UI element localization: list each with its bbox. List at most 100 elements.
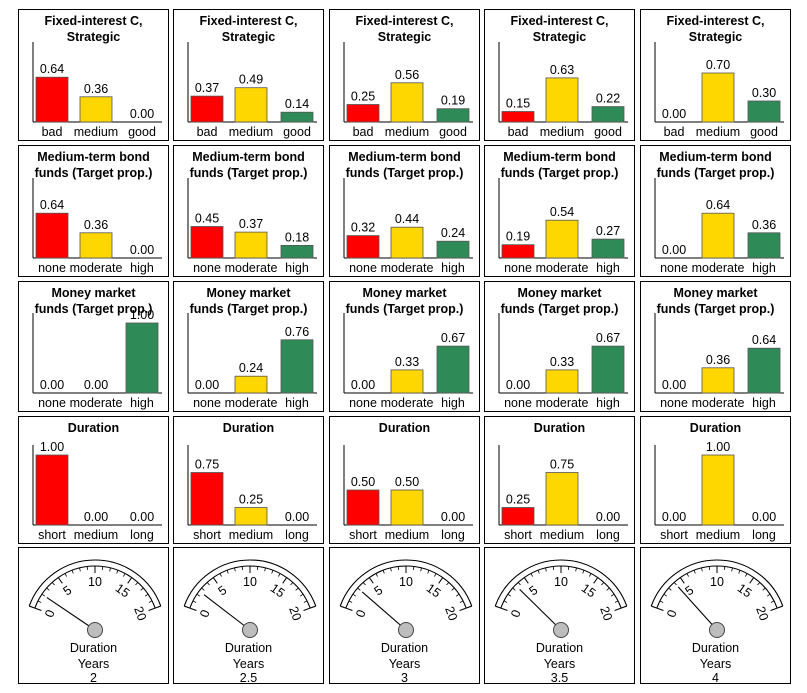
data-label: 0.70 bbox=[706, 58, 730, 72]
category-label: long bbox=[285, 528, 309, 542]
gauge-major-tick bbox=[148, 607, 156, 611]
category-label: none bbox=[193, 396, 221, 410]
gauge-minor-tick bbox=[693, 570, 696, 574]
gauge-major-tick bbox=[303, 607, 311, 611]
gauge-outer-arc bbox=[183, 559, 317, 607]
bar-chart-svg: 0.00 none 0.24 moderate 0.76 high bbox=[187, 313, 317, 410]
gauge-needle bbox=[519, 588, 562, 631]
gauge-major-tick bbox=[656, 607, 664, 611]
gauge-minor-tick bbox=[295, 587, 299, 591]
gauge-minor-tick bbox=[234, 567, 236, 572]
data-label: 0.45 bbox=[195, 212, 219, 226]
data-label: 0.00 bbox=[441, 510, 465, 524]
gauge-svg: 05 10 15 20 bbox=[339, 559, 473, 638]
data-label: 0.00 bbox=[84, 510, 108, 524]
gauge-tick-label: 0 bbox=[353, 608, 369, 619]
chart-title: Money market funds (Target prop.) bbox=[656, 286, 775, 316]
bar-medium bbox=[545, 77, 579, 123]
gauge-knob bbox=[87, 622, 103, 638]
bar-medium bbox=[701, 454, 735, 526]
bar-chart-panel: Fixed-interest C, Strategic 0.25 bad 0.56 me… bbox=[329, 9, 480, 141]
gauge-minor-tick bbox=[41, 593, 46, 597]
bar-chart-panel: Fixed-interest C, Strategic 0.00 bad 0.70 me… bbox=[640, 9, 791, 141]
bar-medium bbox=[234, 87, 268, 123]
chart-title: Money market funds (Target prop.) bbox=[189, 286, 308, 316]
bar-medium bbox=[79, 96, 113, 123]
data-label: 0.36 bbox=[84, 218, 108, 232]
data-label: 0.36 bbox=[84, 82, 108, 96]
gauge-minor-tick bbox=[545, 567, 547, 572]
bar-chart-svg: 0.00 none 0.64 moderate 0.36 high bbox=[654, 178, 784, 275]
gauge-svg: 05 10 15 20 bbox=[650, 559, 784, 638]
chart-title: Medium-term bond funds (Target prop.) bbox=[34, 150, 153, 180]
gauge-minor-tick bbox=[278, 573, 281, 577]
gauge-outer-arc bbox=[494, 559, 628, 607]
gauge-major-tick bbox=[438, 577, 444, 584]
bar-bad bbox=[346, 104, 380, 123]
data-label: 0.75 bbox=[550, 458, 574, 472]
category-label: short bbox=[660, 528, 688, 542]
gauge-major-tick bbox=[614, 607, 622, 611]
gauge-end-cap bbox=[154, 605, 161, 609]
chart-title: Medium-term bond funds (Target prop.) bbox=[656, 150, 775, 180]
data-label: 0.36 bbox=[706, 353, 730, 367]
data-label: 0.32 bbox=[351, 221, 375, 235]
gauge-unit: Years bbox=[77, 657, 110, 671]
gauge-major-tick bbox=[459, 607, 467, 611]
bar-moderate bbox=[701, 212, 735, 259]
gauge-label: Duration bbox=[380, 641, 429, 655]
category-label: good bbox=[439, 125, 467, 139]
bar-bad bbox=[190, 95, 224, 123]
category-label: medium bbox=[74, 528, 118, 542]
data-label: 1.00 bbox=[706, 440, 730, 454]
data-label: 0.50 bbox=[351, 475, 375, 489]
bar-high bbox=[591, 345, 625, 394]
category-label: none bbox=[660, 396, 688, 410]
gauge-tick-label: 5 bbox=[372, 583, 386, 598]
category-label: moderate bbox=[381, 261, 434, 275]
data-label: 0.24 bbox=[239, 361, 263, 375]
gauge-minor-tick bbox=[46, 587, 50, 591]
bar-chart-svg: 0.45 none 0.37 moderate 0.18 high bbox=[187, 178, 317, 275]
gauge-tick-label: 15 bbox=[268, 581, 287, 600]
category-label: long bbox=[752, 528, 776, 542]
gauge-minor-tick bbox=[71, 570, 74, 574]
category-label: moderate bbox=[225, 396, 278, 410]
bar-chart-svg: 0.25 short 0.75 medium 0.00 long bbox=[498, 445, 628, 542]
gauge-minor-tick bbox=[512, 587, 516, 591]
gauge-minor-tick bbox=[109, 567, 111, 572]
gauge-minor-tick bbox=[446, 582, 450, 586]
gauge-minor-tick bbox=[192, 600, 197, 603]
gauge-tick-label: 10 bbox=[399, 575, 413, 589]
gauge-minor-tick bbox=[614, 600, 619, 603]
bar-chart-panel: Money market funds (Target prop.) 0.00 non… bbox=[329, 281, 480, 412]
category-label: medium bbox=[229, 125, 273, 139]
data-label: 1.00 bbox=[130, 308, 154, 322]
chart-title: Fixed-interest C, Strategic bbox=[666, 14, 765, 44]
bar-chart-svg: 0.64 none 0.36 moderate 0.00 high bbox=[32, 178, 162, 275]
category-label: moderate bbox=[536, 261, 589, 275]
data-label: 0.64 bbox=[40, 62, 64, 76]
data-label: 0.00 bbox=[130, 510, 154, 524]
gauge-outer-arc bbox=[650, 559, 784, 607]
bar-none bbox=[35, 212, 69, 259]
gauge-minor-tick bbox=[601, 582, 605, 586]
category-label: moderate bbox=[381, 396, 434, 410]
category-label: moderate bbox=[70, 396, 123, 410]
category-label: high bbox=[130, 261, 154, 275]
gauge-end-cap bbox=[495, 605, 502, 609]
gauge-minor-tick bbox=[582, 570, 585, 574]
gauge-tick-label: 0 bbox=[508, 608, 524, 619]
data-label: 0.00 bbox=[662, 510, 686, 524]
gauge-major-tick bbox=[593, 577, 599, 584]
category-label: medium bbox=[385, 528, 429, 542]
gauge-minor-tick bbox=[290, 582, 294, 586]
chart-title: Medium-term bond funds (Target prop.) bbox=[500, 150, 619, 180]
bar-good bbox=[591, 106, 625, 123]
bar-chart-svg: 0.19 none 0.54 moderate 0.27 high bbox=[498, 178, 628, 275]
gauge-minor-tick bbox=[537, 570, 540, 574]
gauge-minor-tick bbox=[745, 573, 748, 577]
gauge-panel: 0 5 10 15 20 Duration Years 3.5 bbox=[484, 547, 635, 685]
data-label: 0.00 bbox=[351, 378, 375, 392]
bar-chart-svg: 0.75 short 0.25 medium 0.00 long bbox=[187, 445, 317, 542]
